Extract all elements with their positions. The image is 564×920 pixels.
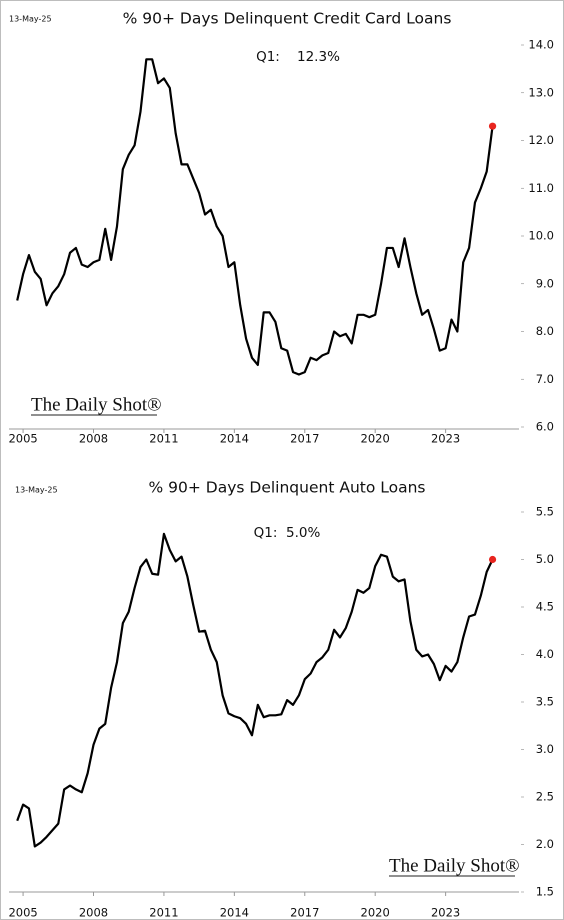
y-tick-label: 6.0 <box>536 420 554 434</box>
x-tick-label: 2011 <box>149 906 178 920</box>
chart: % 90+ Days Delinquent Auto Loans 13-May-2… <box>8 479 554 920</box>
y-tick-label: 12.0 <box>528 133 554 147</box>
chart-title: % 90+ Days Delinquent Auto Loans <box>149 479 426 497</box>
x-tick-label: 2023 <box>431 432 460 446</box>
y-tick-label: 3.0 <box>536 742 554 756</box>
x-tick-label: 2014 <box>220 906 249 920</box>
x-tick-label: 2005 <box>8 906 37 920</box>
y-tick-label: 14.0 <box>528 38 554 52</box>
date-label: 13-May-25 <box>15 486 58 495</box>
chart-title: % 90+ Days Delinquent Credit Card Loans <box>123 10 452 28</box>
y-tick-label: 8.0 <box>536 324 554 338</box>
chart: % 90+ Days Delinquent Credit Card Loans 1… <box>8 10 554 446</box>
source-logo: The Daily Shot® <box>31 394 162 415</box>
last-point-marker <box>488 555 497 564</box>
x-tick-label: 2017 <box>290 432 319 446</box>
y-tick-label: 2.0 <box>536 837 554 851</box>
y-tick-label: 3.5 <box>536 695 554 709</box>
last-point-marker <box>488 122 497 130</box>
y-tick-label: 5.5 <box>536 505 554 519</box>
data-line <box>16 532 494 848</box>
date-label: 13-May-25 <box>9 15 52 24</box>
source-logo: The Daily Shot® <box>389 855 520 876</box>
y-tick-label: 13.0 <box>528 85 554 99</box>
y-tick-label: 4.0 <box>536 647 554 661</box>
x-tick-label: 2011 <box>149 432 178 446</box>
y-tick-label: 9.0 <box>536 276 554 290</box>
y-tick-label: 10.0 <box>528 229 554 243</box>
x-tick-label: 2008 <box>79 906 108 920</box>
y-tick-label: 2.5 <box>536 790 554 804</box>
x-tick-label: 2020 <box>361 906 390 920</box>
x-tick-label: 2008 <box>79 432 108 446</box>
annotation: Q1: 12.3% <box>256 49 340 65</box>
x-tick-label: 2023 <box>431 906 460 920</box>
y-tick-label: 11.0 <box>528 181 554 195</box>
x-tick-label: 2014 <box>220 432 249 446</box>
y-tick-label: 1.5 <box>536 885 554 899</box>
annotation: Q1: 5.0% <box>254 525 321 541</box>
x-tick-label: 2017 <box>290 906 319 920</box>
data-line <box>16 58 494 376</box>
y-tick-label: 5.0 <box>536 552 554 566</box>
x-tick-label: 2005 <box>8 432 37 446</box>
y-tick-label: 7.0 <box>536 372 554 386</box>
x-tick-label: 2020 <box>361 432 390 446</box>
y-tick-label: 4.5 <box>536 600 554 614</box>
